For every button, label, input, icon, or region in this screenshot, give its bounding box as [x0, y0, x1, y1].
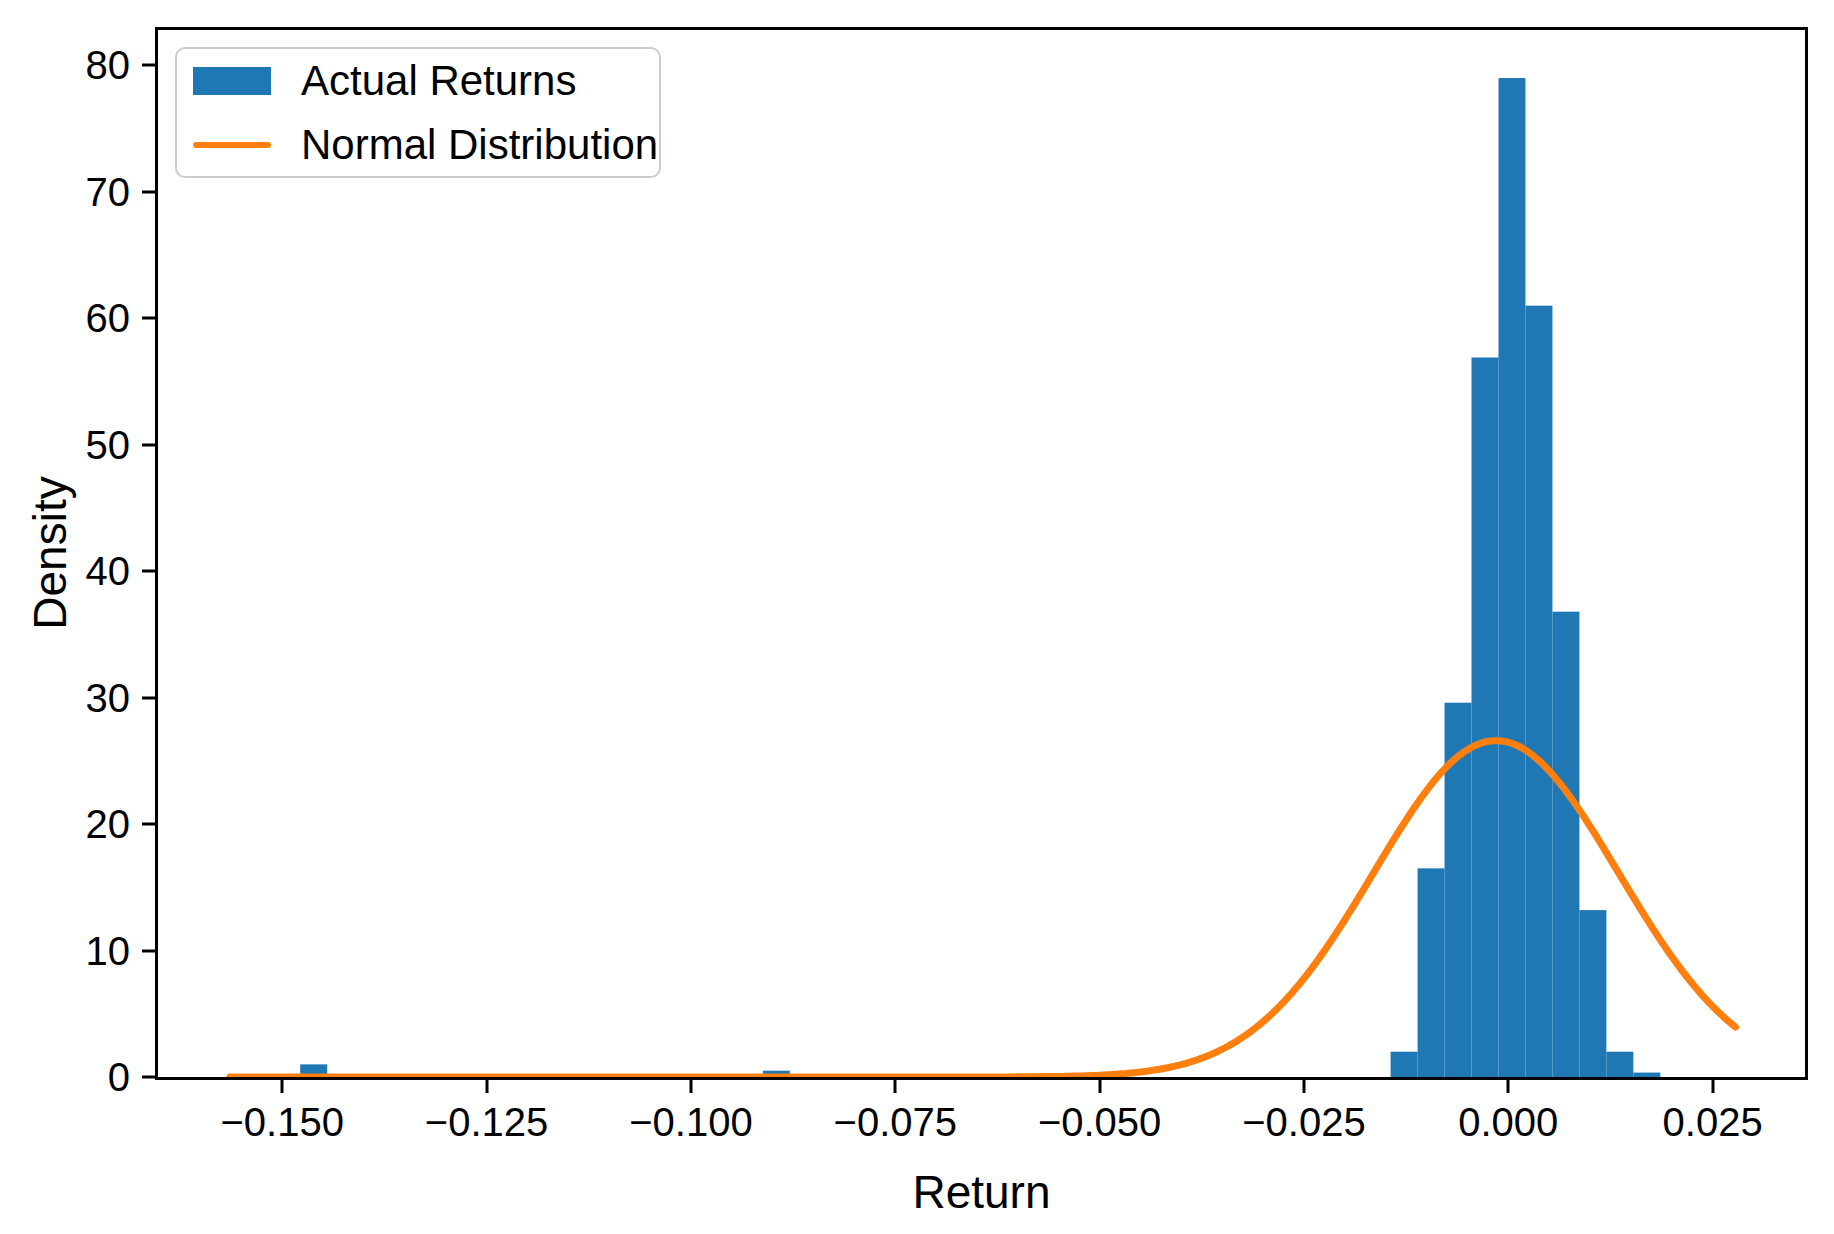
y-tick-label: 60: [0, 296, 130, 341]
y-tick-mark: [142, 64, 155, 67]
legend-label: Actual Returns: [301, 57, 576, 105]
histogram-bar: [1552, 612, 1579, 1077]
plot-svg: [158, 30, 1805, 1077]
y-tick-mark: [142, 696, 155, 699]
y-axis-label: Density: [23, 476, 77, 629]
x-axis-ticks: −0.150 −0.125 −0.100 −0.075 −0.050 −0.025 0.00…: [158, 1080, 1805, 1170]
x-tick-label: −0.150: [221, 1100, 344, 1145]
y-tick-label: 50: [0, 422, 130, 467]
x-tick-label: −0.100: [629, 1100, 752, 1145]
x-tick-mark: [689, 1080, 692, 1093]
x-tick-label: −0.125: [425, 1100, 548, 1145]
histogram-bar: [1633, 1073, 1660, 1077]
x-tick-label: −0.075: [834, 1100, 957, 1145]
legend-item-actual-returns: Actual Returns: [193, 57, 659, 105]
y-tick-mark: [142, 443, 155, 446]
y-tick-label: 80: [0, 43, 130, 88]
legend-line-swatch: [193, 142, 271, 148]
histogram-bar: [1418, 868, 1445, 1077]
legend-item-normal-distribution: Normal Distribution: [193, 121, 659, 169]
x-tick-mark: [1302, 1080, 1305, 1093]
x-tick-mark: [1507, 1080, 1510, 1093]
legend: Actual Returns Normal Distribution: [175, 47, 661, 178]
x-tick-mark: [1711, 1080, 1714, 1093]
figure: Actual Returns Normal Distribution −0.15…: [0, 0, 1834, 1234]
histogram-bar: [1525, 306, 1552, 1077]
x-tick-mark: [894, 1080, 897, 1093]
y-tick-label: 0: [0, 1055, 130, 1100]
x-tick-mark: [1098, 1080, 1101, 1093]
y-tick-mark: [142, 317, 155, 320]
y-tick-mark: [142, 190, 155, 193]
histogram-bar: [1391, 1052, 1418, 1077]
y-tick-mark: [142, 949, 155, 952]
x-tick-mark: [281, 1080, 284, 1093]
histogram-bar: [1579, 910, 1606, 1077]
y-tick-label: 70: [0, 169, 130, 214]
y-tick-mark: [142, 570, 155, 573]
histogram-bar: [1498, 78, 1525, 1077]
y-tick-label: 10: [0, 928, 130, 973]
x-tick-label: −0.025: [1242, 1100, 1365, 1145]
histogram-bar: [1472, 358, 1499, 1078]
legend-label: Normal Distribution: [301, 121, 658, 169]
histogram-bar: [1606, 1052, 1633, 1077]
y-tick-label: 30: [0, 675, 130, 720]
x-tick-label: 0.025: [1663, 1100, 1763, 1145]
x-axis-label: Return: [158, 1165, 1805, 1219]
y-tick-mark: [142, 823, 155, 826]
x-tick-label: 0.000: [1458, 1100, 1558, 1145]
y-tick-label: 20: [0, 802, 130, 847]
y-tick-mark: [142, 1076, 155, 1079]
x-tick-mark: [485, 1080, 488, 1093]
x-tick-label: −0.050: [1038, 1100, 1161, 1145]
legend-patch-swatch: [193, 67, 271, 95]
